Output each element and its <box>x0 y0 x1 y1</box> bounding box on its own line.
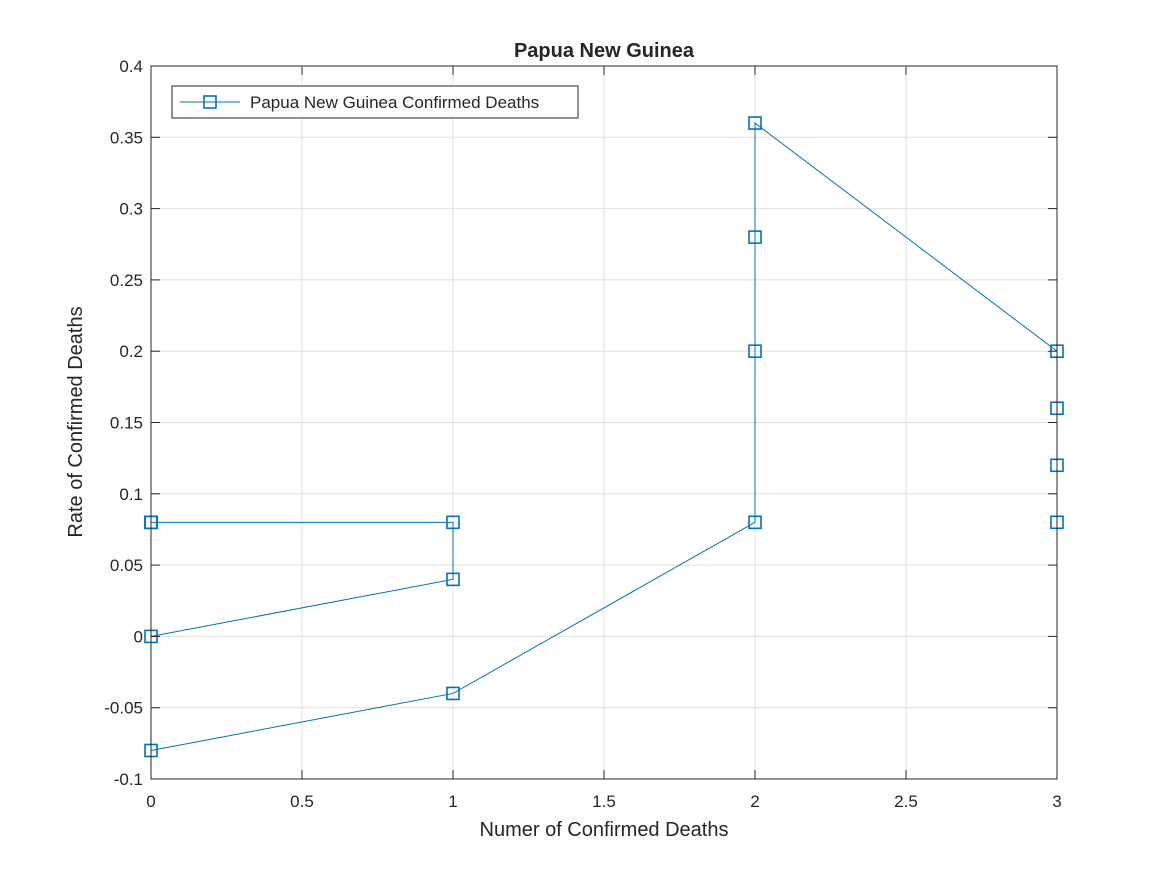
y-tick-label: 0.35 <box>110 128 143 147</box>
ticks: 0 0.5 1 1.5 2 2.5 3 -0.1 -0.05 0 0.05 0.1 0.15 0.2 0.2… <box>104 57 1061 811</box>
legend[interactable]: Papua New Guinea Confirmed Deaths <box>171 85 579 119</box>
legend-marker-icon <box>203 95 217 109</box>
chart-title: Papua New Guinea <box>514 40 695 62</box>
y-tick-label: -0.05 <box>104 699 143 718</box>
x-axis-label: Numer of Confirmed Deaths <box>480 819 729 841</box>
y-tick-label: 0.4 <box>119 57 143 76</box>
data-point-marker[interactable] <box>748 515 762 530</box>
y-tick-label: 0.3 <box>119 200 143 219</box>
y-tick-label: 0.15 <box>110 414 143 433</box>
x-tick-label: 1.5 <box>592 792 616 811</box>
x-tick-label: 2 <box>750 792 759 811</box>
x-tick-label: 3 <box>1052 792 1061 811</box>
x-tick-label: 1 <box>448 792 457 811</box>
legend-entry-label: Papua New Guinea Confirmed Deaths <box>250 93 539 112</box>
x-tick-label: 0.5 <box>290 792 314 811</box>
y-tick-label: 0 <box>134 627 143 646</box>
x-tick-label: 0 <box>146 792 155 811</box>
y-tick-label: 0.2 <box>119 342 143 361</box>
data-point-marker[interactable] <box>446 686 460 701</box>
y-tick-label: 0.1 <box>119 485 143 504</box>
data-point-marker[interactable] <box>446 572 460 587</box>
y-tick-label: 0.25 <box>110 271 143 290</box>
y-tick-label: 0.05 <box>110 556 143 575</box>
data-point-marker[interactable] <box>748 344 762 359</box>
data-point-marker[interactable] <box>446 515 460 530</box>
data-point-marker[interactable] <box>748 230 762 244</box>
y-tick-label: -0.1 <box>114 770 143 789</box>
x-tick-label: 2.5 <box>894 792 918 811</box>
y-axis-label: Rate of Confirmed Deaths <box>65 306 87 537</box>
data-point-marker[interactable] <box>748 116 762 130</box>
